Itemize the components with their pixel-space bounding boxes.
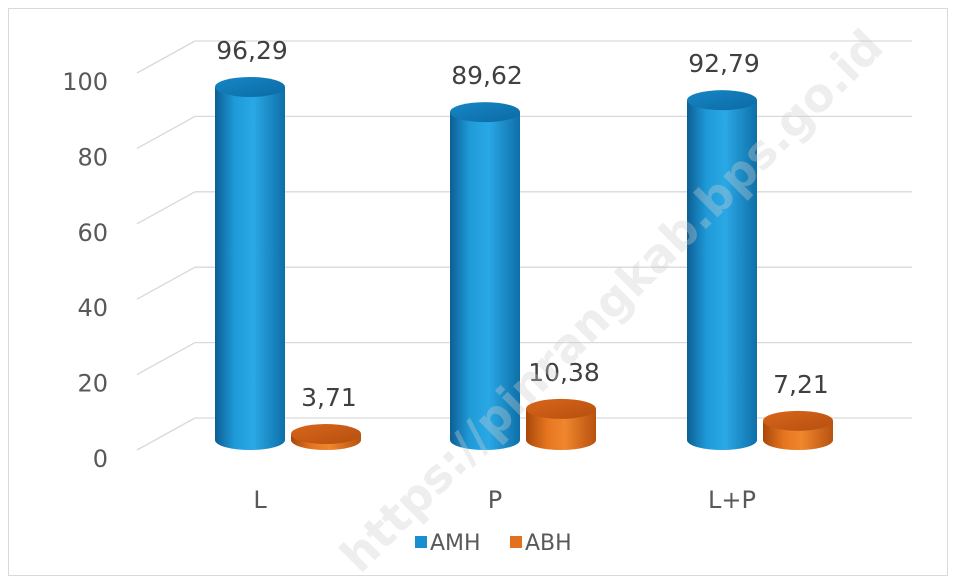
bar-abh-p (526, 408, 596, 450)
bar-top (450, 102, 520, 123)
data-label: 3,71 (301, 383, 357, 412)
bar-top (687, 90, 757, 111)
bar-amh-lplusp (687, 100, 757, 450)
x-tick-label: P (488, 486, 502, 514)
legend-label: ABH (525, 531, 572, 556)
bar-amh-p (450, 112, 520, 450)
x-tick-label: L+P (708, 486, 756, 514)
x-axis: L P L+P (253, 486, 756, 514)
bar-amh-l (215, 86, 285, 451)
y-tick-label: 60 (77, 219, 108, 247)
y-tick-label: 20 (77, 370, 108, 398)
gridline-depth (136, 417, 196, 451)
y-tick-label: 0 (93, 445, 108, 473)
data-label: 7,21 (773, 370, 829, 399)
bars (215, 76, 833, 451)
legend: AMH ABH (415, 531, 572, 556)
legend-swatch (415, 536, 427, 548)
data-label: 92,79 (688, 49, 760, 78)
gridline-depth (136, 191, 196, 225)
bar-top (763, 410, 833, 431)
legend-swatch (510, 536, 522, 548)
gridline-depth (136, 266, 196, 300)
gridline-depth (136, 342, 196, 376)
x-tick-label: L (253, 486, 267, 514)
gridline-depth (136, 40, 196, 74)
watermark-text: https://pinrangkab.bps.go.id (330, 19, 894, 582)
bar-top (215, 76, 285, 97)
data-labels: 96,29 3,71 89,62 10,38 92,79 7,21 (216, 36, 829, 412)
y-tick-label: 100 (62, 68, 108, 96)
legend-label: AMH (430, 531, 481, 556)
bar-top (291, 424, 361, 445)
bar-top (526, 398, 596, 419)
y-tick-label: 40 (77, 294, 108, 322)
y-axis: 0 20 40 60 80 100 (62, 68, 108, 473)
data-label: 89,62 (451, 61, 523, 90)
y-tick-label: 80 (77, 143, 108, 171)
data-label: 10,38 (528, 358, 600, 387)
gridline-depth (136, 115, 196, 149)
data-label: 96,29 (216, 36, 288, 65)
